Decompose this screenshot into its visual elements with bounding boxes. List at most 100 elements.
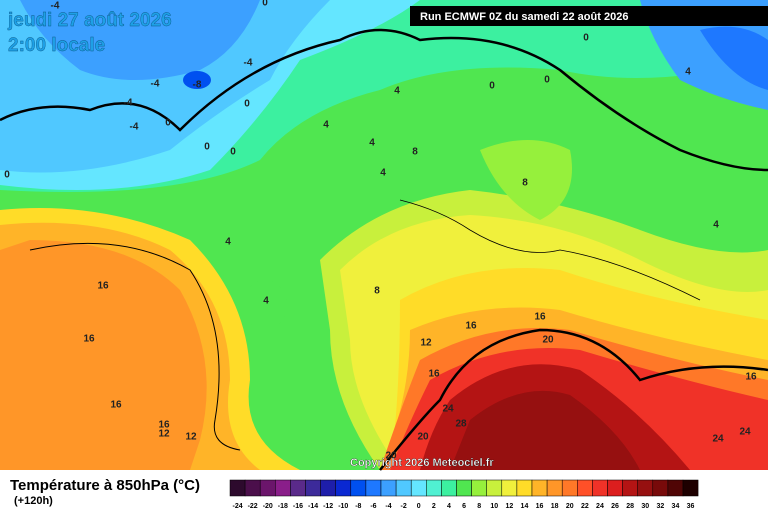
color-swatch bbox=[622, 479, 638, 497]
contour-label: 4 bbox=[713, 220, 719, 231]
scale-label: -4 bbox=[385, 503, 391, 510]
contour-label: 0 bbox=[583, 33, 589, 44]
contour-label: 12 bbox=[185, 432, 197, 443]
contour-label: 16 bbox=[534, 312, 546, 323]
color-swatch bbox=[486, 479, 503, 497]
contour-label: 4 bbox=[394, 86, 400, 97]
color-swatch bbox=[244, 479, 261, 497]
scale-label: -6 bbox=[370, 503, 376, 510]
scale-label: 12 bbox=[505, 503, 513, 510]
color-swatch bbox=[259, 479, 276, 497]
scale-label: 14 bbox=[521, 503, 529, 510]
color-swatch bbox=[456, 479, 472, 497]
contour-label: 16 bbox=[158, 420, 170, 431]
contour-label: 16 bbox=[465, 321, 477, 332]
contour-label: 12 bbox=[420, 338, 432, 349]
color-swatch bbox=[667, 479, 684, 497]
color-swatch bbox=[561, 479, 578, 497]
scale-label: 26 bbox=[611, 503, 619, 510]
contour-label: 0 bbox=[204, 142, 210, 153]
scale-label: 34 bbox=[672, 503, 680, 510]
scale-label: -18 bbox=[278, 503, 288, 510]
contour-label: 24 bbox=[442, 404, 454, 415]
contour-label: -4 bbox=[130, 122, 139, 133]
contour-label: 16 bbox=[745, 372, 757, 383]
color-swatch bbox=[652, 479, 669, 497]
contour-label: 4 bbox=[685, 67, 691, 78]
color-swatch bbox=[471, 479, 487, 497]
scale-label: 22 bbox=[581, 503, 589, 510]
scale-label: 24 bbox=[596, 503, 604, 510]
color-swatch bbox=[531, 479, 548, 497]
scale-label: 2 bbox=[432, 503, 436, 510]
color-swatch bbox=[577, 479, 593, 497]
color-swatch bbox=[592, 479, 608, 497]
contour-label: 4 bbox=[263, 296, 269, 307]
color-swatch bbox=[441, 479, 457, 497]
color-swatch bbox=[350, 479, 367, 497]
color-swatch bbox=[682, 479, 699, 497]
color-swatch bbox=[410, 479, 427, 497]
temperature-field bbox=[0, 0, 768, 470]
color-swatch bbox=[275, 479, 291, 497]
scale-label: 36 bbox=[687, 503, 695, 510]
contour-label: 0 bbox=[230, 147, 236, 158]
scale-label: 8 bbox=[477, 503, 481, 510]
contour-label: 24 bbox=[739, 427, 751, 438]
scale-label: 20 bbox=[566, 503, 574, 510]
contour-label: -4 bbox=[151, 79, 160, 90]
contour-label: 24 bbox=[712, 434, 724, 445]
color-swatch bbox=[335, 479, 352, 497]
scale-label: -14 bbox=[308, 503, 318, 510]
contour-label: 4 bbox=[369, 138, 375, 149]
contour-label: -4 bbox=[51, 1, 60, 12]
scale-label: -10 bbox=[338, 503, 348, 510]
scale-label: 30 bbox=[641, 503, 649, 510]
contour-label: -8 bbox=[193, 80, 202, 91]
color-swatch bbox=[426, 479, 442, 497]
contour-label: 8 bbox=[412, 147, 418, 158]
color-scale: -24 -22 -20 -18 -16 -14 -12 -10 -8 -6 -4 -2 0 2 4 6 8 10 1… bbox=[229, 479, 699, 510]
contour-label: 28 bbox=[455, 419, 467, 430]
color-swatch bbox=[607, 479, 623, 497]
color-swatch bbox=[229, 479, 246, 497]
contour-label: 20 bbox=[385, 451, 397, 462]
contour-label: 16 bbox=[97, 281, 109, 292]
contour-label: 16 bbox=[83, 334, 95, 345]
color-swatch bbox=[395, 479, 412, 497]
color-swatch bbox=[365, 479, 382, 497]
scale-label: -8 bbox=[355, 503, 361, 510]
forecast-date: jeudi 27 août 2026 bbox=[7, 10, 172, 31]
scale-label: 18 bbox=[551, 503, 559, 510]
color-swatch bbox=[637, 479, 654, 497]
color-swatch bbox=[380, 479, 397, 497]
contour-label: 4 bbox=[380, 168, 386, 179]
contour-label: 0 bbox=[4, 170, 10, 181]
contour-label: 0 bbox=[165, 118, 171, 129]
scale-label: 6 bbox=[462, 503, 466, 510]
contour-labels: 0 -4 -4 -4 -8 -4 -4 0 0 0 0 0 4 0 0 4 0 4 4 8 4 8 4 4 4 8 16 16 16 16… bbox=[4, 0, 757, 462]
scale-label: -20 bbox=[263, 503, 273, 510]
color-swatch bbox=[546, 479, 563, 497]
contour-label: 4 bbox=[323, 120, 329, 131]
run-banner bbox=[410, 6, 768, 26]
copyright: Copyright 2026 Meteociel.fr bbox=[350, 457, 494, 469]
contour-label: 8 bbox=[374, 286, 380, 297]
scale-label: 16 bbox=[536, 503, 544, 510]
color-swatch bbox=[516, 479, 533, 497]
scale-label: -16 bbox=[293, 503, 303, 510]
contour-label: -4 bbox=[244, 58, 253, 69]
scale-label: -24 bbox=[232, 503, 242, 510]
scale-label: 10 bbox=[490, 503, 498, 510]
lead-time: (+120h) bbox=[14, 495, 53, 507]
contour-label: 0 bbox=[244, 99, 250, 110]
scale-label: -12 bbox=[323, 503, 333, 510]
legend-title: Température à 850hPa (°C) bbox=[10, 477, 200, 494]
contour-label: 4 bbox=[225, 237, 231, 248]
contour-label: 20 bbox=[542, 335, 554, 346]
color-swatch bbox=[320, 479, 336, 497]
scale-label: 0 bbox=[417, 503, 421, 510]
color-swatch bbox=[305, 479, 321, 497]
scale-label: -2 bbox=[401, 503, 407, 510]
